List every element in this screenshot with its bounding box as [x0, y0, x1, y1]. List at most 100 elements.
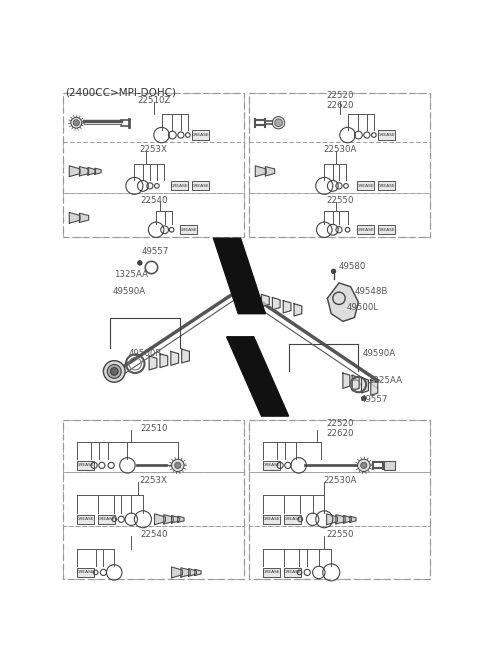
Circle shape — [272, 116, 285, 129]
Text: 49500L: 49500L — [347, 303, 379, 312]
Text: 22530A: 22530A — [323, 476, 357, 486]
Circle shape — [73, 120, 79, 125]
Bar — [63, 193, 244, 237]
FancyBboxPatch shape — [77, 461, 94, 470]
Text: GREASE: GREASE — [98, 517, 115, 521]
FancyBboxPatch shape — [378, 225, 395, 235]
FancyBboxPatch shape — [357, 181, 374, 191]
Text: GREASE: GREASE — [377, 228, 395, 232]
Polygon shape — [164, 514, 173, 524]
Text: 49548B: 49548B — [355, 288, 388, 296]
Polygon shape — [172, 516, 180, 523]
Text: 22520
22620: 22520 22620 — [326, 91, 354, 110]
Circle shape — [360, 463, 367, 468]
Text: 22540: 22540 — [140, 530, 168, 539]
Bar — [63, 93, 244, 237]
Polygon shape — [327, 283, 359, 321]
FancyBboxPatch shape — [77, 568, 94, 577]
Bar — [249, 93, 431, 142]
Bar — [63, 526, 244, 579]
Circle shape — [107, 365, 121, 378]
Text: 49557: 49557 — [142, 246, 169, 256]
Text: GREASE: GREASE — [77, 517, 95, 521]
Polygon shape — [181, 349, 190, 363]
FancyBboxPatch shape — [378, 131, 395, 140]
Polygon shape — [181, 568, 190, 577]
Polygon shape — [326, 514, 337, 525]
Text: 22550: 22550 — [326, 530, 354, 539]
Polygon shape — [155, 514, 166, 525]
FancyBboxPatch shape — [263, 461, 280, 470]
FancyBboxPatch shape — [357, 225, 374, 235]
Polygon shape — [294, 304, 302, 316]
Polygon shape — [79, 214, 89, 223]
Text: 2253X: 2253X — [140, 476, 168, 486]
FancyBboxPatch shape — [263, 514, 280, 524]
Text: GREASE: GREASE — [263, 517, 280, 521]
FancyBboxPatch shape — [284, 568, 301, 577]
Polygon shape — [361, 378, 369, 393]
Text: 49580: 49580 — [338, 262, 366, 271]
Polygon shape — [172, 567, 182, 578]
FancyBboxPatch shape — [171, 181, 188, 191]
Text: GREASE: GREASE — [284, 517, 301, 521]
Text: 49557: 49557 — [360, 396, 388, 404]
Circle shape — [110, 367, 118, 375]
Text: GREASE: GREASE — [77, 463, 95, 467]
Polygon shape — [214, 238, 265, 313]
Text: (2400CC>MPI-DOHC): (2400CC>MPI-DOHC) — [65, 87, 176, 97]
Text: GREASE: GREASE — [377, 133, 395, 137]
FancyBboxPatch shape — [384, 461, 395, 470]
Polygon shape — [283, 301, 291, 313]
Circle shape — [175, 463, 181, 468]
Bar — [63, 142, 244, 193]
Polygon shape — [352, 375, 359, 391]
Polygon shape — [371, 380, 378, 396]
FancyBboxPatch shape — [378, 181, 395, 191]
Bar — [63, 420, 244, 579]
FancyBboxPatch shape — [284, 514, 301, 524]
Polygon shape — [88, 168, 96, 175]
Polygon shape — [343, 373, 350, 388]
Circle shape — [358, 459, 370, 472]
Text: GREASE: GREASE — [77, 570, 95, 574]
Text: GREASE: GREASE — [377, 184, 395, 188]
Text: GREASE: GREASE — [263, 570, 280, 574]
Polygon shape — [255, 166, 266, 177]
Text: 49500R: 49500R — [129, 349, 162, 358]
Text: GREASE: GREASE — [180, 228, 197, 232]
Text: 22510: 22510 — [140, 424, 168, 433]
Polygon shape — [350, 516, 356, 522]
Polygon shape — [189, 568, 196, 576]
FancyBboxPatch shape — [98, 514, 115, 524]
Bar — [249, 420, 431, 579]
Circle shape — [137, 261, 142, 265]
Polygon shape — [171, 351, 179, 365]
FancyBboxPatch shape — [77, 514, 94, 524]
FancyBboxPatch shape — [180, 225, 197, 235]
Polygon shape — [178, 516, 184, 522]
Polygon shape — [79, 167, 89, 176]
Text: 22540: 22540 — [140, 196, 168, 205]
Circle shape — [275, 119, 282, 127]
FancyBboxPatch shape — [192, 131, 209, 140]
Text: GREASE: GREASE — [192, 133, 209, 137]
Polygon shape — [160, 353, 168, 367]
Bar — [249, 420, 431, 472]
Circle shape — [103, 361, 125, 382]
Text: 22530A: 22530A — [323, 145, 357, 154]
Polygon shape — [227, 337, 288, 416]
Text: GREASE: GREASE — [170, 184, 188, 188]
Circle shape — [331, 269, 336, 274]
Polygon shape — [195, 570, 201, 576]
Polygon shape — [95, 168, 101, 174]
Text: 49590A: 49590A — [362, 349, 396, 358]
Text: 2253X: 2253X — [140, 145, 168, 154]
Bar — [249, 526, 431, 579]
Text: GREASE: GREASE — [357, 184, 374, 188]
Text: 22550: 22550 — [326, 196, 354, 205]
Polygon shape — [262, 294, 269, 307]
Bar — [249, 142, 431, 193]
Polygon shape — [336, 514, 345, 524]
FancyBboxPatch shape — [192, 181, 209, 191]
